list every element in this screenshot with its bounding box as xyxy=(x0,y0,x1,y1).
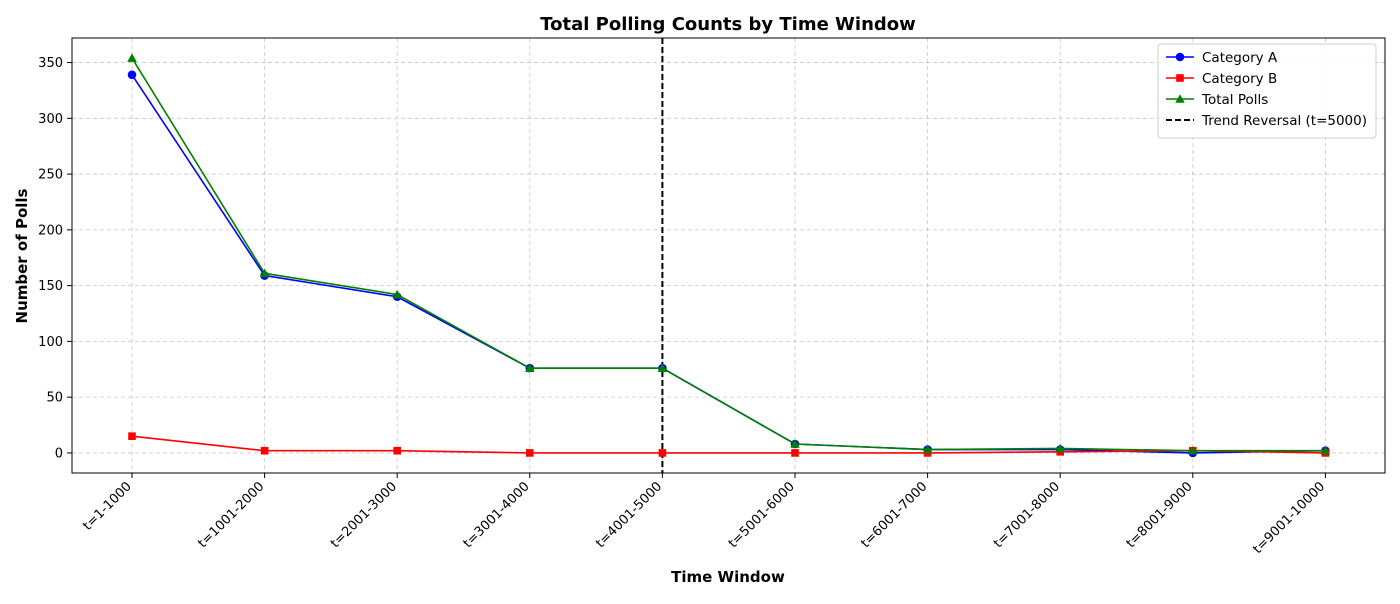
legend-label-trend-reversal-t-5000: Trend Reversal (t=5000) xyxy=(1201,113,1367,129)
y-tick-label: 200 xyxy=(38,223,63,238)
legend-marker-category-a xyxy=(1175,52,1185,62)
total-polls-point xyxy=(127,53,137,62)
legend-marker-category-b xyxy=(1176,74,1184,82)
total-polls-line xyxy=(131,57,1326,452)
category-b-series xyxy=(128,432,1330,457)
category-a-series xyxy=(127,70,1330,458)
total-polls-series xyxy=(127,53,1331,455)
total-polls-point xyxy=(922,444,933,454)
total-polls-point xyxy=(1188,445,1198,455)
legend-box xyxy=(1157,43,1377,139)
total-polls-point xyxy=(525,363,535,372)
legend-label-category-b: Category B xyxy=(1202,71,1277,87)
x-tick-label: t=7001-8000 xyxy=(991,479,1063,551)
x-tick-label: t=9001-10000 xyxy=(1250,479,1328,557)
y-tick-label: 350 xyxy=(38,56,63,71)
y-tick-label: 250 xyxy=(38,168,63,183)
y-tick-label: 0 xyxy=(55,446,63,461)
total-polls-point xyxy=(259,268,270,278)
x-axis-label: Time Window xyxy=(671,568,785,586)
category-a-point xyxy=(127,70,137,80)
legend-marker-total-polls xyxy=(1175,94,1185,103)
category-b-point xyxy=(393,446,401,455)
x-tick-label: t=5001-6000 xyxy=(726,479,798,551)
total-polls-point xyxy=(657,363,668,372)
x-tick-label: t=8001-9000 xyxy=(1124,479,1196,551)
x-tick-label: t=4001-5000 xyxy=(593,479,665,551)
category-b-point xyxy=(658,449,667,457)
y-axis-label: Number of Polls xyxy=(13,188,31,323)
ticks-layer: t=1-1000 t=1001-2000 t=2001-3000 t=3001-400… xyxy=(38,56,1328,557)
x-tick-label: t=1001-2000 xyxy=(195,479,267,551)
legend-label-category-a: Category A xyxy=(1202,50,1278,66)
legend-label-total-polls: Total Polls xyxy=(1201,92,1268,108)
chart-title: Total Polling Counts by Time Window xyxy=(540,14,916,35)
total-polls-point xyxy=(1320,445,1331,455)
x-tick-label: t=6001-7000 xyxy=(858,479,930,551)
plot-frame xyxy=(71,37,1386,474)
x-tick-label: t=2001-3000 xyxy=(328,479,400,551)
category-b-point xyxy=(791,449,799,457)
y-tick-label: 50 xyxy=(46,391,63,406)
y-tick-label: 100 xyxy=(38,335,63,350)
total-polls-point xyxy=(1055,443,1065,453)
category-b-point xyxy=(526,449,534,457)
total-polls-point xyxy=(392,289,402,299)
y-tick-label: 300 xyxy=(38,112,63,127)
series-layer xyxy=(127,53,1331,458)
total-polls-point xyxy=(790,439,800,448)
x-tick-label: t=1-1000 xyxy=(80,479,134,533)
category-b-point xyxy=(260,446,269,455)
y-tick-label: 150 xyxy=(38,279,63,294)
x-tick-label: t=3001-4000 xyxy=(461,479,533,551)
category-b-point xyxy=(128,432,136,440)
legend: Category A Category B Total Polls Trend Rev… xyxy=(1157,43,1377,139)
category-a-line xyxy=(131,74,1326,454)
category-b-line xyxy=(131,435,1326,454)
